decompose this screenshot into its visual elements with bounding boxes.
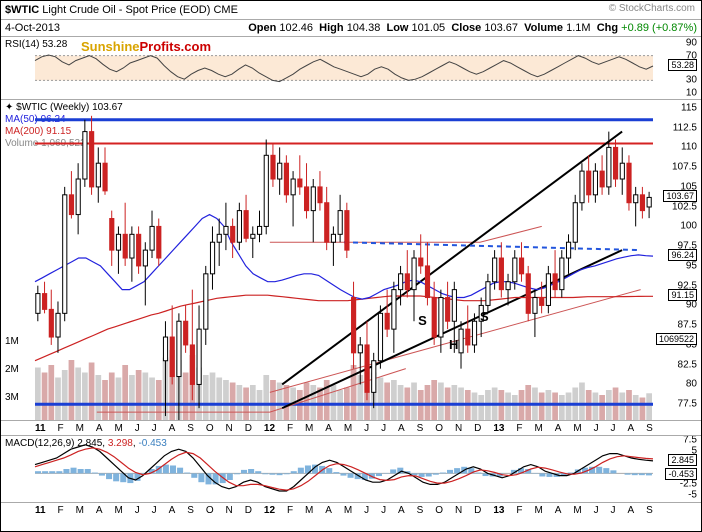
svg-text:H: H — [449, 337, 458, 352]
close-label: Close — [451, 22, 481, 34]
xaxis-upper: 11FMAMJJASOND12FMAMJJASOND13FMAMJJAS — [1, 420, 701, 435]
chart-frame: $WTIC Light Crude Oil - Spot Price (EOD)… — [0, 0, 702, 532]
chg-val: +0.89 (+0.87%) — [621, 22, 697, 34]
stockcharts-credit: © StockCharts.com — [609, 3, 695, 14]
symbol-desc: Light Crude Oil - Spot Price (EOD) — [42, 4, 210, 16]
rsi-panel: RSI(14) 53.28 SunshineProfits.com 907050… — [1, 36, 701, 99]
low-val: 101.05 — [412, 22, 446, 34]
titlebar: $WTIC Light Crude Oil - Spot Price (EOD)… — [1, 1, 701, 20]
high-label: High — [319, 22, 343, 34]
vol-val: 1.1M — [566, 22, 590, 34]
low-label: Low — [386, 22, 408, 34]
high-val: 104.38 — [347, 22, 381, 34]
macd-panel: MACD(12,26,9) 2.845, 3.298, -0.453 7.552… — [1, 435, 701, 502]
xaxis-lower: 11FMAMJJASOND12FMAMJJASOND13FMAMJJAS — [1, 502, 701, 517]
close-val: 103.67 — [484, 22, 518, 34]
chg-label: Chg — [597, 22, 618, 34]
symbol: $WTIC — [5, 4, 39, 16]
svg-text:S: S — [480, 309, 489, 324]
rsi-plot — [1, 37, 701, 99]
open-val: 102.46 — [279, 22, 313, 34]
open-label: Open — [248, 22, 276, 34]
vol-label: Volume — [524, 22, 563, 34]
svg-text:S: S — [418, 313, 427, 328]
date: 4-Oct-2013 — [5, 22, 60, 34]
macd-plot — [1, 436, 701, 502]
price-panel: ✦ $WTIC (Weekly) 103.67 MA(50) 96.24 MA(… — [1, 99, 701, 420]
price-plot: S H S — [1, 100, 701, 420]
exchange: CME — [213, 4, 237, 16]
ohlc-bar: 4-Oct-2013 Open 102.46 High 104.38 Low 1… — [1, 20, 701, 36]
